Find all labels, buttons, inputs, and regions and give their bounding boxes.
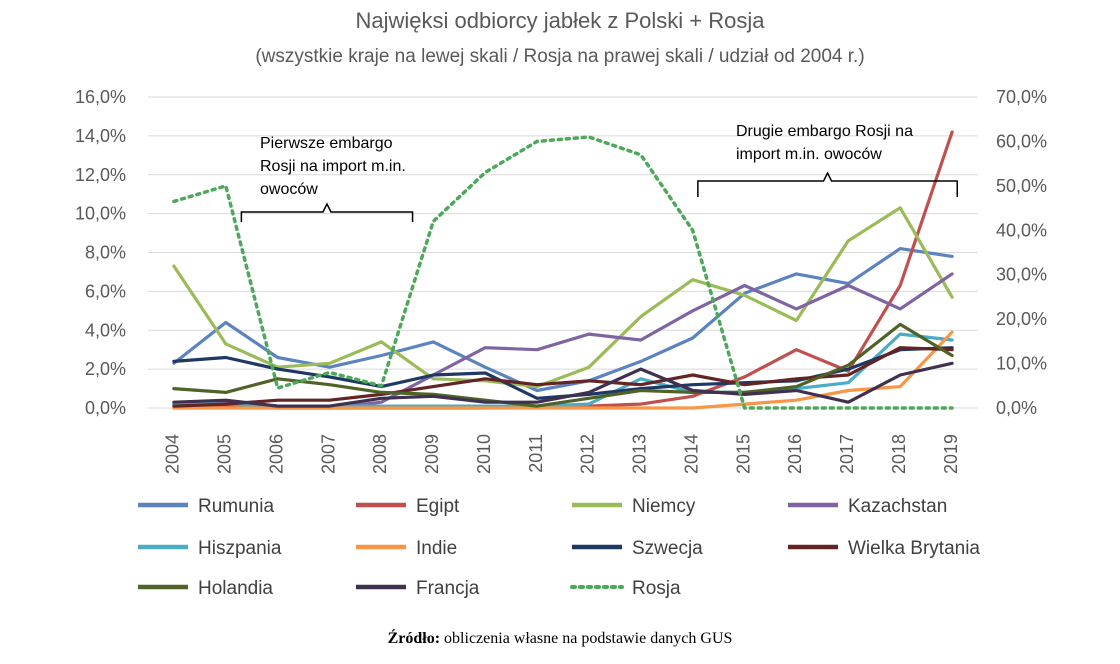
legend-label: Holandia (198, 578, 273, 599)
y-left-tick-label: 14,0% (75, 126, 126, 146)
y-right-tick-label: 0,0% (996, 398, 1037, 418)
y-left-tick-label: 10,0% (75, 204, 126, 224)
x-tick-label: 2008 (370, 434, 390, 474)
x-tick-label: 2017 (837, 434, 857, 474)
legend-label: Niemcy (632, 496, 696, 517)
annotation-text: Drugie embargo Rosji na (736, 123, 913, 140)
x-tick-label: 2009 (422, 434, 442, 474)
y-left-tick-label: 0,0% (85, 398, 126, 418)
series-line-rosja (172, 135, 954, 410)
y-axis-left: 0,0% 2,0% 4,0% 6,0% 8,0% 10,0% 12,0% 14,0% 16,0% (75, 87, 126, 418)
y-left-tick-label: 4,0% (85, 320, 126, 340)
y-left-tick-label: 12,0% (75, 165, 126, 185)
x-tick-label: 2007 (318, 434, 338, 474)
legend-label: Wielka Brytania (848, 538, 980, 559)
x-tick-label: 2011 (526, 434, 546, 473)
annotation-text: import m.in. owoców (736, 146, 882, 163)
legend-label: Hiszpania (198, 538, 282, 559)
y-left-tick-label: 6,0% (85, 281, 126, 301)
source-note: Źródło: obliczenia własne na podstawie d… (0, 630, 1120, 648)
legend-label: Rosja (632, 578, 681, 599)
chart-subtitle: (wszystkie kraje na lewej skali / Rosja … (255, 46, 864, 67)
x-tick-label: 2005 (215, 434, 235, 474)
series-line-niemcy (172, 206, 954, 389)
x-tick-label: 2004 (163, 434, 183, 474)
y-axis-right: 0,0% 10,0% 20,0% 30,0% 40,0% 50,0% 60,0% 70,0% (996, 87, 1047, 418)
legend-label: Kazachstan (848, 496, 947, 517)
y-right-tick-label: 70,0% (996, 87, 1047, 107)
x-tick-label: 2018 (889, 434, 909, 474)
legend: Rumunia Egipt Niemcy Kazachstan Hiszpania Ind… (138, 496, 980, 599)
legend-label: Szwecja (632, 538, 703, 559)
chart-title: Najwięksi odbiorcy jabłek z Polski + Ros… (356, 8, 766, 33)
legend-label: Egipt (416, 496, 460, 517)
y-right-tick-label: 50,0% (996, 176, 1047, 196)
y-right-tick-label: 20,0% (996, 309, 1047, 329)
annotation-text: Rosji na import m.in. (260, 158, 406, 175)
series-line-kazachstan (172, 272, 954, 410)
x-tick-label: 2010 (474, 434, 494, 474)
x-tick-label: 2016 (785, 434, 805, 474)
y-right-tick-label: 10,0% (996, 354, 1047, 374)
x-axis: 2004 2005 2006 2007 2008 2009 2010 2011 2012 2013… (163, 434, 961, 474)
x-tick-label: 2015 (733, 434, 753, 474)
y-left-tick-label: 8,0% (85, 243, 126, 263)
series-lines (172, 130, 954, 410)
annotation-bracket (240, 202, 414, 222)
y-right-tick-label: 40,0% (996, 220, 1047, 240)
legend-label: Indie (416, 538, 457, 559)
legend-label: Rumunia (198, 496, 274, 517)
annotation-text: owoców (260, 181, 318, 198)
y-right-tick-label: 30,0% (996, 265, 1047, 285)
source-text: obliczenia własne na podstawie danych GU… (440, 630, 733, 647)
series-line-francja (172, 361, 954, 408)
y-left-tick-label: 16,0% (75, 87, 126, 107)
x-tick-label: 2013 (630, 434, 650, 474)
source-label: Źródło: (387, 630, 441, 647)
legend-label: Francja (416, 578, 480, 599)
annotations: Pierwsze embargo Rosji na import m.in. owo… (240, 123, 958, 222)
y-left-tick-label: 2,0% (85, 359, 126, 379)
series-line-szwecja (172, 346, 954, 400)
annotation-text: Pierwsze embargo (260, 135, 393, 152)
x-tick-label: 2014 (681, 434, 701, 474)
x-tick-label: 2012 (578, 434, 598, 474)
x-tick-label: 2019 (941, 434, 961, 474)
y-right-tick-label: 60,0% (996, 131, 1047, 151)
annotation-bracket (697, 171, 958, 197)
x-tick-label: 2006 (266, 434, 286, 474)
